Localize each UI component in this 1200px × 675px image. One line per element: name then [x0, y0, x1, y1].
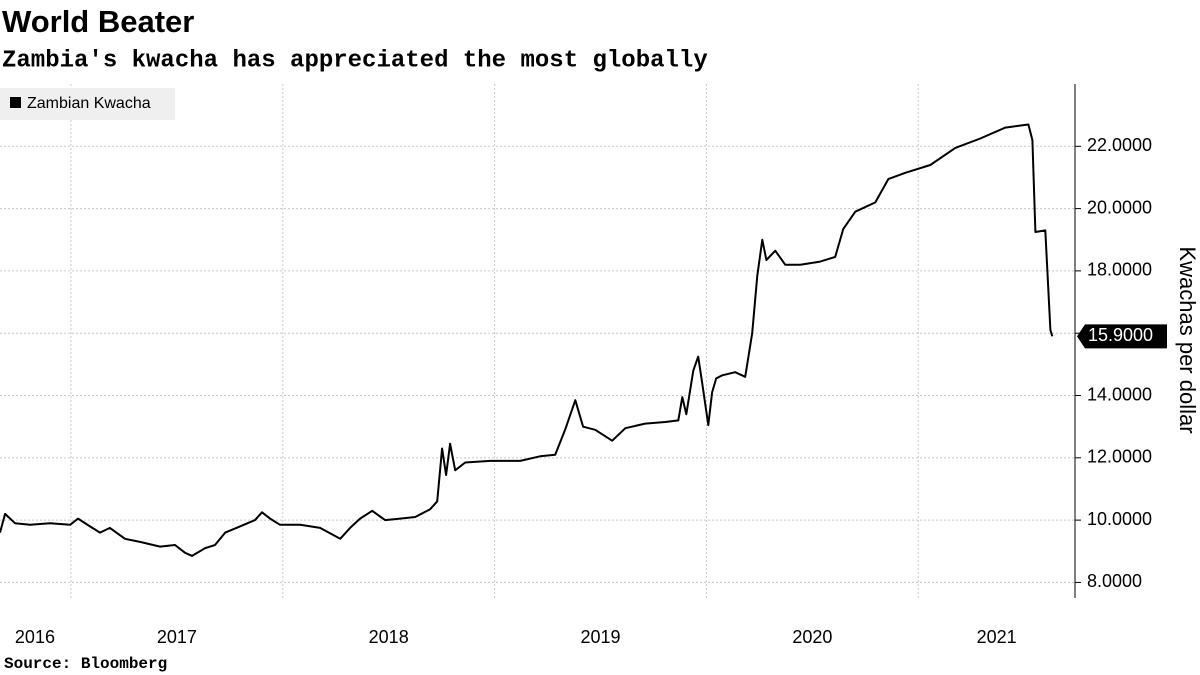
x-tick-label: 2018	[369, 627, 409, 647]
x-tick-label: 2019	[580, 627, 620, 647]
value-label-box	[1077, 324, 1167, 349]
chart-subtitle: Zambia's kwacha has appreciated the most…	[2, 47, 708, 74]
x-tick-label: 2016	[15, 627, 55, 647]
legend-label: Zambian Kwacha	[27, 95, 151, 112]
y-tick-label: 8.0000	[1087, 571, 1142, 591]
y-tick-label: 14.0000	[1087, 384, 1152, 404]
legend-box	[0, 88, 175, 120]
chart-title: World Beater	[2, 4, 194, 39]
y-tick-label: 10.0000	[1087, 509, 1152, 529]
y-tick-label: 20.0000	[1087, 197, 1152, 217]
x-tick-label: 2021	[977, 627, 1017, 647]
line	[0, 123, 1054, 557]
y-tick-label: 22.0000	[1087, 135, 1152, 155]
y-tick-label: 18.0000	[1087, 260, 1152, 280]
x-tick-label: 2020	[792, 627, 832, 647]
y-axis-label: Kwachas per dollar	[1175, 246, 1200, 433]
value-label: 15.9000	[1088, 325, 1153, 345]
legend: Zambian Kwacha	[0, 88, 175, 120]
x-tick-label: 2017	[157, 627, 197, 647]
y-tick-label: 12.0000	[1087, 447, 1152, 467]
legend-swatch	[10, 97, 21, 108]
source: Source: Bloomberg	[4, 655, 167, 673]
